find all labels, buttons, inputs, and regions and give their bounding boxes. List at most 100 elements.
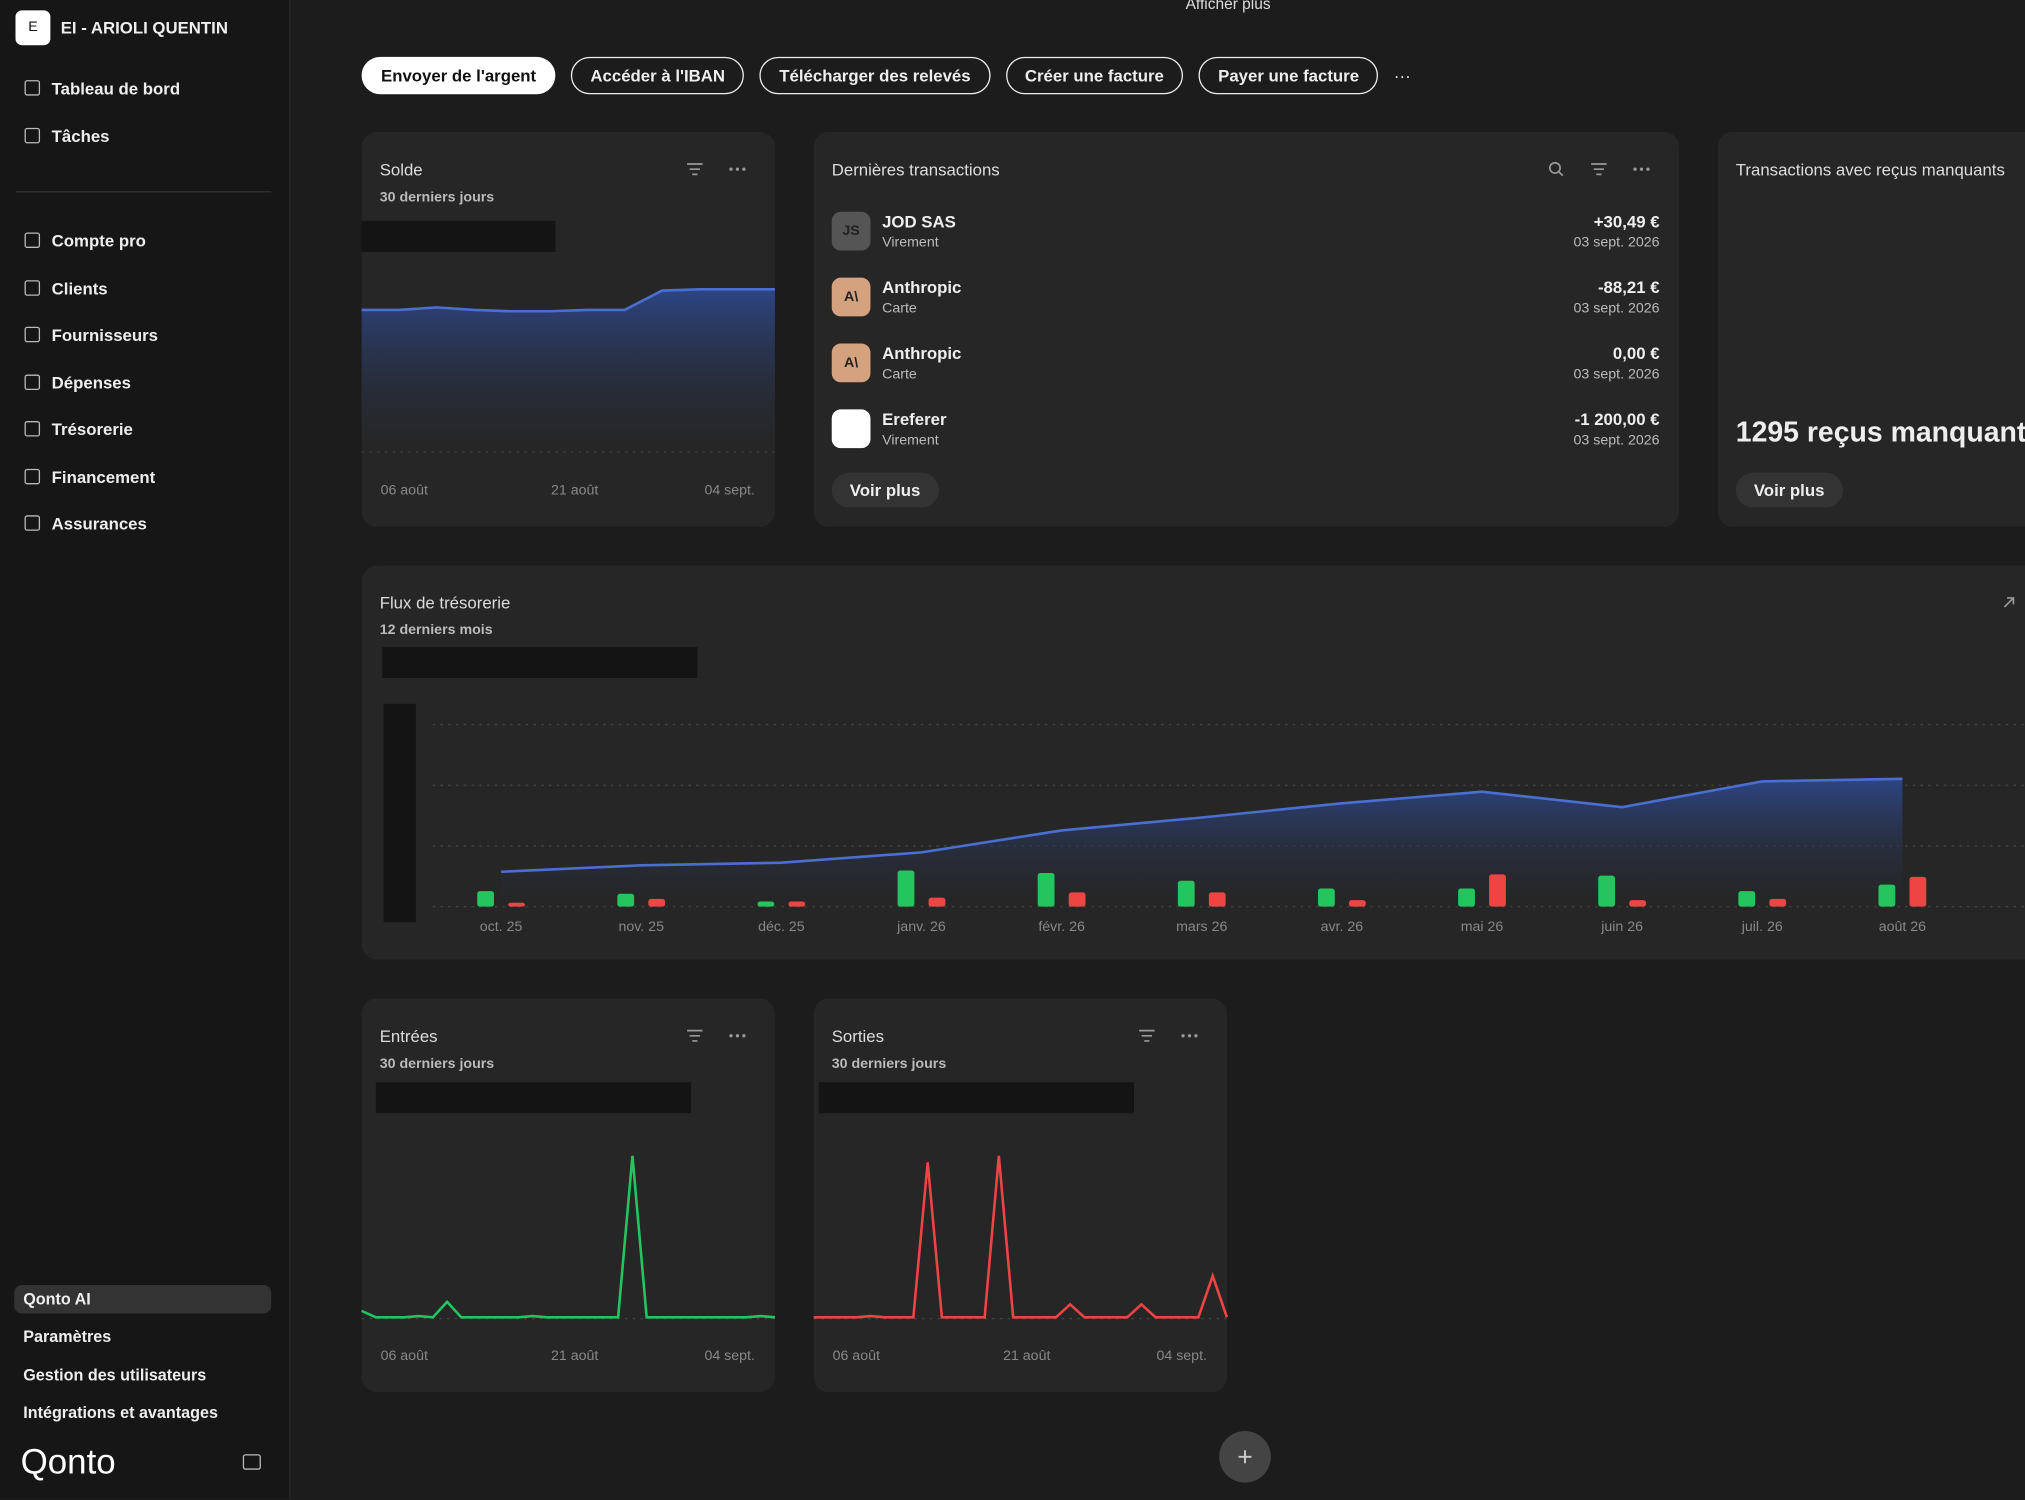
sidebar: E EI - ARIOLI QUENTIN Tableau de bord Tâc… [0,0,291,1500]
nav-item[interactable]: Compte pro [24,231,146,251]
x-label: juil. 26 [1741,919,1783,935]
card-title: Solde [379,160,423,180]
line [361,288,775,313]
amount: -1 200,00 € [1574,409,1660,429]
workspace-name[interactable]: EI - ARIOLI QUENTIN [60,18,228,38]
add-icon [1238,1450,1252,1464]
line [501,777,1903,874]
show-more-link[interactable]: Afficher plus [1185,0,1271,13]
redacted-axis [383,703,416,923]
redacted [375,1082,691,1114]
card-subtitle: 30 derniers jours [379,189,495,206]
merchant-name: Anthropic [882,343,962,363]
nav-item[interactable]: Fournisseurs [24,325,158,345]
area [501,778,1903,907]
x-label: 04 sept. [704,483,754,499]
payment-method: Carte [882,300,917,317]
amount: -88,21 € [1597,277,1660,298]
card-menus[interactable] [729,167,1650,1038]
bar [1598,875,1616,907]
merchant-icon: JS [831,211,871,251]
x-label: nov. 25 [618,919,664,935]
bar [1068,892,1086,907]
bar [1037,873,1055,907]
payment-method: Virement [882,235,939,251]
nav-item[interactable]: Gestion des utilisateurs [23,1365,207,1384]
bar [508,902,525,907]
nav-icon [24,373,41,390]
merchant-name: Anthropic [882,277,962,298]
nav-item[interactable]: Intégrations et avantages [23,1403,218,1422]
x-label: 04 sept. [1156,1348,1206,1364]
nav-item[interactable]: Paramètres [23,1328,112,1347]
announce-icon[interactable] [242,1454,261,1470]
nav-item[interactable]: Clients [24,278,108,298]
bar [897,870,915,907]
redacted [361,220,556,252]
nav-item[interactable]: Tableau de bord [24,79,180,98]
amount: 0,00 € [1612,343,1660,363]
card-title: Flux de trésorerie [379,592,511,613]
ai-highlight [14,1285,272,1314]
action-button[interactable]: Accéder à l'IBAN [571,56,745,95]
card-title: Dernières transactions [831,160,1000,180]
nav-icon [24,326,41,343]
see-more-button[interactable]: Voir plus [831,472,939,508]
bar [1909,876,1927,907]
nav-item[interactable]: Trésorerie [24,420,133,439]
action-button[interactable]: Télécharger des relevés [759,56,990,95]
nav-item[interactable]: Assurances [24,514,147,533]
action-button[interactable]: Créer une facture [1005,56,1184,95]
avatar[interactable]: E [15,10,51,46]
action-button[interactable]: ··· [1393,66,1411,86]
date: 03 sept. 2026 [1573,300,1660,317]
see-more-button[interactable]: Voir plus [1735,472,1843,508]
card-subtitle: 30 derniers jours [379,1056,495,1072]
action-button[interactable]: Payer une facture [1198,56,1379,95]
receipts-card [1717,131,2025,527]
nav-item[interactable]: Dépenses [24,373,131,392]
transactions-card [813,131,1679,527]
nav-item[interactable]: Qonto AI [23,1290,91,1309]
bar [1769,898,1787,907]
divider [15,191,272,193]
outflows-card [813,998,1227,1393]
bar [1878,884,1896,907]
x-label: 21 août [551,1348,598,1364]
x-label: juin 26 [1600,919,1643,935]
bar [1738,891,1756,907]
bar [757,901,775,907]
redacted [382,647,698,679]
x-label: déc. 25 [758,919,805,935]
bar [1208,892,1226,907]
card-subtitle: 12 derniers mois [379,622,493,639]
card-subtitle: 30 derniers jours [831,1056,947,1072]
nav-item[interactable]: Tâches [24,127,110,146]
bar [477,891,494,907]
card-icons[interactable] [687,161,2015,1042]
x-label: janv. 26 [896,919,946,935]
inflows-card [361,998,775,1393]
merchant-name: Ereferer [882,409,947,429]
line [813,1155,1229,1319]
date: 03 sept. 2026 [1573,366,1660,383]
bar [1629,900,1647,907]
card-title: Entrées [379,1026,438,1047]
bar [1348,900,1366,907]
x-label: avr. 26 [1321,919,1364,935]
x-label: 04 sept. [704,1348,754,1364]
nav-icon [24,421,41,437]
bar [1489,874,1506,907]
x-label: 21 août [551,483,598,499]
redacted [818,1082,1134,1114]
x-label: févr. 26 [1038,919,1085,935]
nav-icon [24,468,41,484]
logo: Qonto [20,1442,116,1482]
action-button[interactable]: Envoyer de l'argent [361,56,556,95]
bar [1458,888,1475,907]
date: 03 sept. 2026 [1573,235,1660,251]
nav-item[interactable]: Financement [24,467,155,486]
bar [1317,888,1335,907]
